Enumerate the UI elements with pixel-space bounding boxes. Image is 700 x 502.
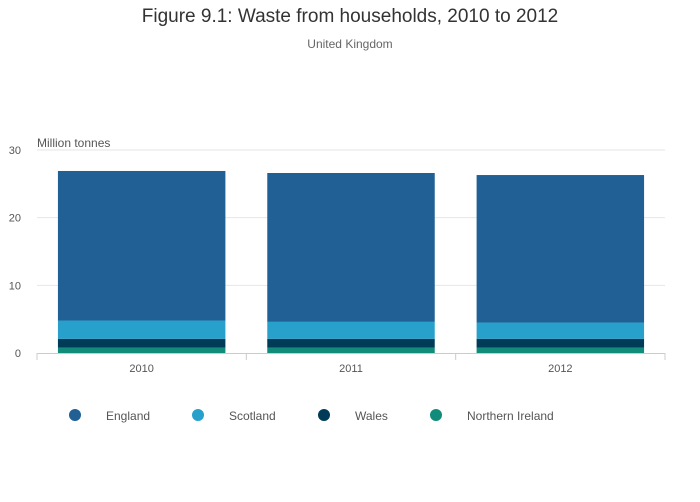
legend-marker-scotland [192,409,204,421]
y-tick-label: 10 [9,280,21,292]
legend-marker-england [69,409,81,421]
legend-item-scotland[interactable]: Scotland [192,409,276,423]
bar-northern-ireland-2011[interactable] [267,347,435,353]
legend-marker-wales [318,409,330,421]
bar-scotland-2012[interactable] [476,322,645,339]
y-tick-label: 30 [9,145,21,157]
legend-item-northern-ireland[interactable]: Northern Ireland [430,409,554,423]
legend-label: Northern Ireland [467,409,554,423]
y-tick-label: 20 [9,213,21,225]
x-tick-label: 2010 [129,363,153,375]
bar-wales-2011[interactable] [267,338,435,348]
y-axis-title: Million tonnes [37,136,110,150]
chart-title: Figure 9.1: Waste from households, 2010 … [141,6,559,27]
x-tick-label: 2011 [339,363,363,375]
x-tick-label: 2012 [548,363,572,375]
legend-label: England [106,409,150,423]
bar-northern-ireland-2010[interactable] [57,347,226,353]
legend-item-wales[interactable]: Wales [318,409,388,423]
legend-label: Scotland [229,409,276,423]
bar-scotland-2011[interactable] [267,321,435,339]
bar-england-2011[interactable] [267,173,435,322]
bar-england-2010[interactable] [57,170,226,321]
y-tick-label: 0 [15,348,21,360]
bar-england-2012[interactable] [476,175,645,323]
legend-item-england[interactable]: England [69,409,150,423]
axes: 0 10 20 30 2010 2011 2012 [9,145,666,375]
legend-label: Wales [355,409,388,423]
bar-northern-ireland-2012[interactable] [476,347,645,353]
legend-marker-northern-ireland [430,409,442,421]
bars [57,170,645,353]
bar-wales-2012[interactable] [476,338,645,348]
bar-wales-2010[interactable] [57,338,226,348]
chart-subtitle: United Kingdom [307,37,393,51]
legend: England Scotland Wales Northern Ireland [69,409,554,423]
bar-scotland-2010[interactable] [57,320,226,339]
